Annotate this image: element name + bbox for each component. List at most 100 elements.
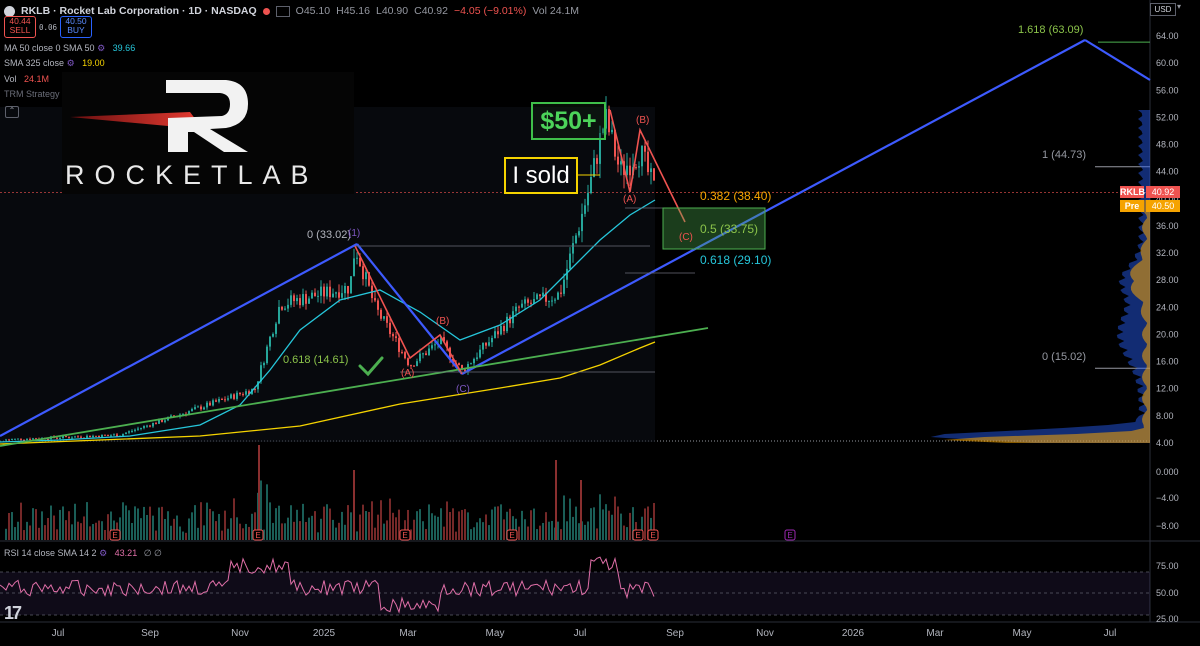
volume-bar	[233, 498, 235, 540]
volume-bar	[515, 518, 517, 540]
candle-body	[425, 353, 427, 356]
volume-bar	[254, 512, 256, 540]
volume-bar	[77, 521, 79, 540]
fib-golden-zone[interactable]	[662, 207, 766, 250]
candle-body	[209, 402, 211, 406]
candle-body	[164, 420, 166, 422]
time-axis-label: Mar	[926, 628, 944, 639]
candle-body	[620, 161, 622, 165]
wave-a1-label: (A)	[401, 368, 414, 379]
volume-bar	[185, 532, 187, 540]
volume-bar	[176, 515, 178, 540]
volume-bar	[512, 516, 514, 540]
sma325-legend[interactable]: SMA 325 close ⚙ 19.00	[4, 58, 105, 69]
flag-icon[interactable]	[275, 5, 290, 17]
candle-body	[596, 158, 598, 164]
candle-body	[236, 392, 238, 399]
event-marker[interactable]	[252, 529, 264, 541]
currency-dropdown-icon[interactable]: ▾	[1177, 2, 1182, 11]
candle-body	[293, 295, 295, 302]
settings-icon[interactable]: ⚙	[66, 58, 75, 68]
volume-bar	[383, 523, 385, 540]
volume-bar	[164, 518, 166, 540]
candle-body	[386, 316, 388, 323]
candle-body	[359, 257, 361, 267]
candle-body	[269, 336, 271, 347]
volume-bar	[608, 510, 610, 540]
volume-bar	[155, 530, 157, 540]
candle-body	[539, 294, 541, 297]
rsi-legend[interactable]: RSI 14 close SMA 14 2 ⚙ 43.21 ∅ ∅	[4, 548, 162, 559]
volume-bar	[419, 509, 421, 540]
candle-body	[158, 419, 160, 424]
price-axis-label: 32.00	[1156, 248, 1179, 258]
volume-bar	[293, 521, 295, 540]
volume-bar	[611, 514, 613, 540]
candle-body	[521, 303, 523, 308]
candle-body	[329, 286, 331, 298]
volume-legend[interactable]: Vol 24.1M	[4, 74, 49, 84]
settings-icon[interactable]: ⚙	[97, 43, 106, 53]
volume-bar	[416, 511, 418, 540]
candle-body	[143, 426, 145, 428]
candle-body	[140, 427, 142, 429]
candle-body	[353, 258, 355, 277]
sold-box[interactable]: I sold	[504, 157, 578, 194]
buy-button[interactable]: 40.50 BUY	[60, 16, 92, 38]
event-marker[interactable]	[647, 529, 659, 541]
volume-bar	[617, 506, 619, 540]
event-marker[interactable]	[399, 529, 411, 541]
target-box[interactable]: $50+	[531, 102, 606, 140]
volume-bar	[539, 525, 541, 540]
volume-bar	[587, 521, 589, 540]
volume-bar	[560, 529, 562, 540]
candle-body	[302, 294, 304, 306]
logo-text: ROCKETLAB	[65, 160, 319, 190]
candle-body	[32, 438, 34, 440]
tradingview-logo-icon[interactable]: 17	[4, 603, 22, 623]
candle-body	[221, 399, 223, 401]
candle-body	[281, 306, 283, 310]
volume-bar	[188, 518, 190, 540]
candle-body	[338, 292, 340, 298]
ma50-legend[interactable]: MA 50 close 0 SMA 50 ⚙ 39.66	[4, 43, 135, 54]
candle-body	[404, 352, 406, 359]
event-marker[interactable]	[109, 529, 121, 541]
candle-body	[242, 394, 244, 396]
volume-bar	[317, 532, 319, 540]
candle-body	[413, 365, 415, 367]
volume-bar	[440, 508, 442, 540]
volume-bar	[365, 511, 367, 540]
volume-bar	[227, 528, 229, 540]
candle-body	[485, 342, 487, 346]
volume-bar	[521, 510, 523, 540]
time-axis-label: Sep	[141, 628, 159, 639]
rsi-axis-label: 50.00	[1156, 588, 1179, 598]
volume-bar	[506, 511, 508, 540]
candle-body	[563, 279, 565, 294]
settings-icon[interactable]: ⚙	[99, 548, 108, 558]
wave-abc-2	[609, 109, 686, 223]
volume-bar	[557, 521, 559, 540]
volume-bar	[389, 498, 391, 540]
volume-bar	[422, 521, 424, 540]
symbol-title[interactable]: RKLB · Rocket Lab Corporation · 1D · NAS…	[21, 5, 257, 17]
candle-body	[116, 434, 118, 437]
volume-bar	[449, 512, 451, 540]
event-marker[interactable]	[506, 529, 518, 541]
candle-body	[383, 316, 385, 319]
event-marker[interactable]	[632, 529, 644, 541]
rsi-value: 43.21	[114, 548, 138, 558]
volume-bar	[251, 513, 253, 540]
volume-bar	[149, 506, 151, 540]
sma325-label: SMA 325 close	[4, 58, 65, 68]
wave-a2-label: (A)	[623, 194, 636, 205]
volume-bar	[332, 519, 334, 540]
sell-button[interactable]: 40.44 SELL	[4, 16, 36, 38]
currency-button[interactable]: USD	[1150, 3, 1176, 16]
collapse-legend-button[interactable]: ⌃	[5, 106, 19, 118]
candle-body	[215, 400, 217, 402]
volume-bar	[602, 509, 604, 540]
event-marker[interactable]	[784, 529, 796, 541]
volume-bar	[263, 529, 265, 540]
